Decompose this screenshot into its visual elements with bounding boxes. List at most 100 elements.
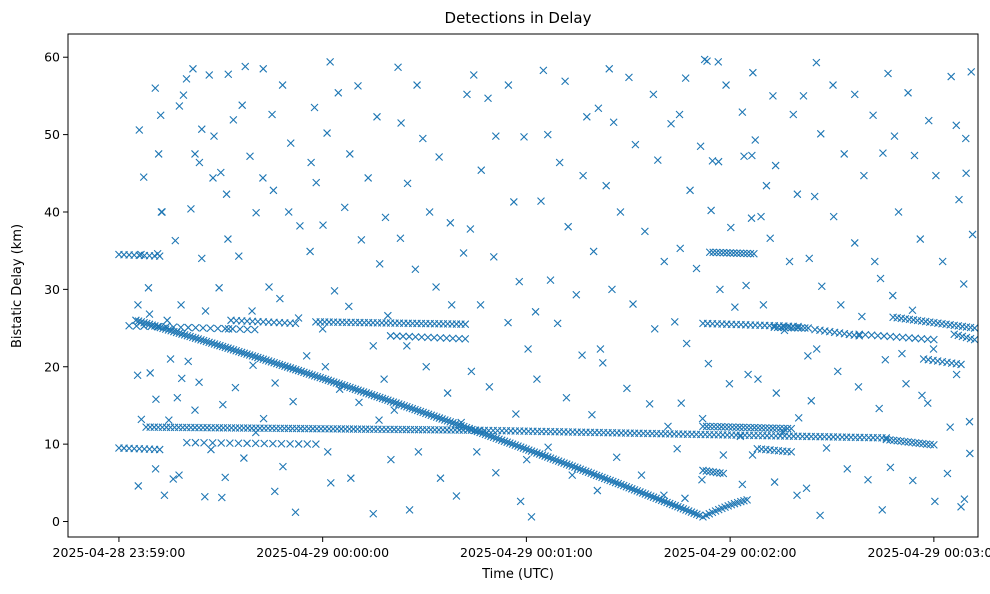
data-point — [754, 375, 762, 384]
data-point — [879, 149, 887, 158]
data-point — [538, 451, 547, 459]
data-point — [177, 374, 186, 383]
data-point — [156, 111, 165, 120]
data-point — [359, 388, 368, 396]
data-point — [217, 493, 226, 502]
data-point — [387, 455, 395, 464]
data-point — [602, 181, 611, 190]
data-point — [200, 438, 208, 447]
data-point — [303, 440, 312, 448]
data-point — [348, 384, 357, 393]
data-point — [275, 360, 284, 369]
data-point — [664, 422, 672, 431]
data-point — [810, 192, 819, 201]
data-point — [724, 423, 733, 431]
data-point — [594, 104, 603, 113]
data-point — [660, 497, 669, 506]
data-point — [596, 345, 605, 353]
data-point — [627, 484, 636, 493]
data-point — [492, 434, 501, 443]
data-point — [229, 345, 238, 354]
data-point — [170, 423, 179, 432]
data-point — [554, 457, 563, 465]
data-point — [312, 178, 321, 187]
data-point — [146, 369, 155, 377]
data-point — [619, 481, 628, 490]
data-point — [390, 406, 399, 414]
data-point — [213, 340, 222, 349]
data-point — [616, 208, 625, 216]
data-point — [346, 474, 355, 483]
data-point — [888, 291, 897, 300]
data-point — [880, 332, 888, 340]
data-point — [300, 424, 309, 433]
data-point — [405, 506, 414, 514]
data-point — [469, 71, 478, 79]
data-point — [321, 424, 329, 433]
data-point — [535, 450, 544, 458]
data-point — [719, 469, 728, 478]
data-point — [151, 465, 160, 473]
data-point — [587, 469, 596, 478]
data-point — [665, 499, 674, 508]
data-point — [158, 423, 167, 432]
data-point — [288, 424, 297, 433]
data-point — [140, 318, 148, 327]
data-point — [340, 203, 349, 212]
data-point — [816, 511, 824, 520]
data-point — [264, 357, 273, 365]
data-point — [144, 283, 153, 292]
data-point — [893, 436, 902, 445]
y-axis-label: Bistatic Delay (km) — [10, 224, 25, 348]
data-point — [952, 370, 961, 379]
data-point — [307, 158, 316, 167]
data-point — [302, 352, 311, 360]
data-point — [166, 355, 175, 363]
data-point — [191, 334, 200, 343]
data-point — [234, 347, 243, 356]
data-point — [461, 335, 470, 343]
data-point — [581, 467, 590, 476]
data-point — [209, 174, 217, 182]
data-point — [487, 432, 495, 441]
data-point — [803, 352, 812, 360]
data-point — [392, 332, 401, 340]
data-point — [719, 248, 728, 257]
y-tick-label: 10 — [44, 437, 60, 452]
data-point — [199, 423, 207, 432]
data-point — [743, 495, 751, 504]
data-points — [115, 55, 979, 521]
data-point — [392, 399, 400, 407]
data-point — [829, 212, 838, 221]
data-point — [552, 456, 560, 464]
data-point — [178, 330, 186, 338]
data-point — [533, 449, 541, 457]
data-point — [894, 208, 903, 216]
data-point — [224, 324, 233, 333]
data-point — [435, 153, 444, 161]
x-tick-label: 2025-04-28 23:59:00 — [53, 545, 186, 560]
data-point — [516, 497, 525, 506]
data-point — [812, 58, 821, 67]
data-point — [961, 134, 970, 143]
data-point — [243, 325, 252, 334]
data-point — [902, 379, 910, 388]
data-point — [231, 383, 240, 392]
data-point — [910, 151, 919, 160]
data-point — [726, 249, 735, 257]
data-point — [772, 424, 781, 433]
data-point — [652, 494, 661, 503]
data-point — [234, 439, 243, 448]
data-point — [716, 248, 724, 257]
data-point — [783, 424, 792, 433]
data-point — [743, 423, 751, 432]
data-point — [160, 491, 169, 500]
data-point — [500, 437, 509, 446]
data-point — [183, 331, 192, 340]
data-point — [598, 473, 606, 482]
data-point — [553, 319, 562, 328]
data-point — [938, 257, 947, 266]
data-point — [373, 112, 381, 121]
data-point — [748, 68, 757, 77]
data-point — [345, 425, 354, 433]
